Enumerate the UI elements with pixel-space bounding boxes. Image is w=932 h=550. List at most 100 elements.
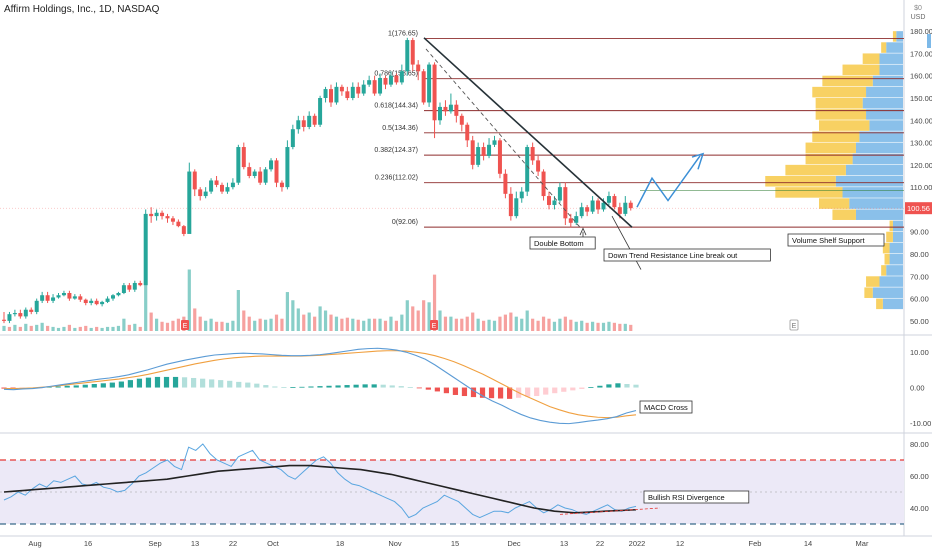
macd-histogram-bar <box>461 387 468 397</box>
candle-body <box>51 297 56 301</box>
time-axis-label: 2022 <box>629 539 646 548</box>
candle-body <box>448 104 453 112</box>
macd-histogram-bar <box>245 382 251 388</box>
volume-bar <box>313 316 317 331</box>
candle-body <box>230 182 235 188</box>
volume-bar <box>400 314 404 331</box>
macd-histogram-bar <box>254 383 260 388</box>
volume-bar <box>612 322 616 331</box>
volume-bar <box>373 318 377 331</box>
time-axis-label: 13 <box>191 539 199 548</box>
volume-profile-bar-down <box>879 53 903 64</box>
macd-signal-line <box>4 350 637 419</box>
macd-histogram-bar <box>371 384 377 388</box>
price-tick-label: 50.00 <box>910 317 929 326</box>
candle-body <box>176 221 181 227</box>
candle-body <box>421 71 426 103</box>
candle-body <box>454 104 459 116</box>
macd-histogram-bar <box>597 385 603 388</box>
candle-body <box>181 226 186 234</box>
volume-bar <box>204 320 208 331</box>
candle-body <box>285 147 290 188</box>
volume-bar <box>214 321 219 331</box>
candle-body <box>18 313 23 317</box>
rsi-tick-label: 80.00 <box>910 440 929 449</box>
volume-bar <box>563 316 567 331</box>
macd-histogram-bar <box>344 385 350 388</box>
volume-bar <box>280 318 284 331</box>
candle-body <box>247 167 252 176</box>
macd-histogram-bar <box>452 387 459 395</box>
volume-bar <box>176 318 180 331</box>
time-axis-label: Aug <box>28 539 41 548</box>
volume-bar <box>274 314 279 331</box>
volume-bar <box>378 318 382 331</box>
macd-histogram-bar <box>579 387 585 389</box>
macd-histogram-bar <box>290 387 296 388</box>
volume-profile-bar-up <box>815 98 863 109</box>
volume-profile-bar-down <box>866 86 903 98</box>
volume-profile-bar-down <box>866 109 903 120</box>
rsi-tick-label: 40.00 <box>910 504 929 513</box>
candle-body <box>350 86 355 98</box>
divergence-line <box>559 507 661 515</box>
volume-bar <box>601 322 606 331</box>
future-earnings-glyph: E <box>792 323 797 330</box>
candle-body <box>503 173 508 194</box>
annotation-macd-cross-box <box>639 400 693 414</box>
volume-bar <box>460 318 464 331</box>
volume-profile-bar-up <box>765 176 836 187</box>
volume-bar <box>220 321 224 331</box>
volume-profile-bar-up <box>785 164 846 176</box>
volume-bar <box>411 306 415 331</box>
macd-histogram-bar <box>534 387 540 397</box>
volume-bar <box>296 308 300 331</box>
candle-body <box>187 171 192 234</box>
macd-histogram-bar <box>281 387 287 388</box>
candle-body <box>214 180 219 185</box>
candle-body <box>296 120 301 130</box>
volume-bar <box>111 326 115 331</box>
macd-histogram-bar <box>136 378 143 388</box>
time-axis-label: 12 <box>676 539 684 548</box>
candle-body <box>525 147 530 192</box>
fib-level-label: 1(176.65) <box>388 31 418 38</box>
fib-level-label: 0.5(134.36) <box>382 125 418 132</box>
candle-body <box>100 301 105 305</box>
candle-body <box>487 144 492 156</box>
volume-bar <box>105 326 110 331</box>
time-axis-label: Nov <box>388 539 402 548</box>
candle-body <box>628 202 633 209</box>
volume-bar <box>552 321 557 331</box>
volume-bar <box>18 326 22 331</box>
candle-body <box>459 115 464 125</box>
candle-body <box>519 191 524 199</box>
macd-histogram-bar <box>145 377 152 388</box>
candle-body <box>121 285 126 293</box>
volume-bar <box>122 318 126 331</box>
volume-profile-bar-down <box>872 75 903 87</box>
macd-histogram-bar <box>317 386 323 388</box>
time-axis-label: 15 <box>451 539 459 548</box>
candle-body <box>12 313 17 315</box>
macd-histogram-bar <box>552 387 558 394</box>
annotation-double-bottom-box <box>529 236 596 250</box>
volume-profile-bar-down <box>879 64 903 76</box>
macd-tick-label: 0.00 <box>910 384 925 393</box>
candle-body <box>279 182 284 188</box>
time-axis-label: Dec <box>507 539 521 548</box>
macd-histogram-bar <box>73 385 79 388</box>
volume-bar <box>35 324 39 331</box>
macd-histogram-bar <box>154 376 161 388</box>
annotation-volume-shelf-box <box>787 233 885 247</box>
volume-profile-bar-down <box>892 231 903 243</box>
candle-body <box>617 207 622 214</box>
candle-body <box>399 71 404 83</box>
candle-body <box>536 160 541 172</box>
chart-title: Affirm Holdings, Inc., 1D, NASDAQ <box>4 4 160 15</box>
volume-bar <box>580 320 584 331</box>
volume-profile-bar-up <box>775 187 843 198</box>
macd-histogram-bar <box>109 382 115 388</box>
price-tick-label: 120.00 <box>910 161 932 170</box>
